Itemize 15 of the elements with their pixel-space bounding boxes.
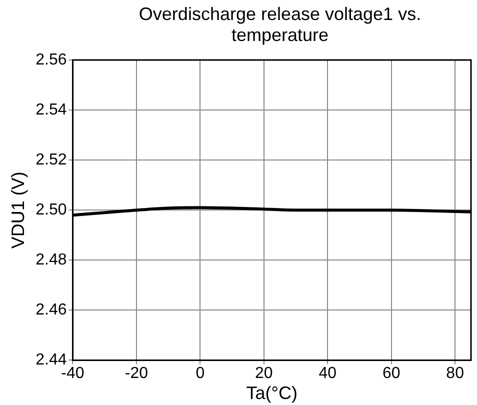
y-tick-label: 2.50 xyxy=(36,202,67,219)
x-tick-label: 60 xyxy=(382,365,400,382)
y-tick-label: 2.52 xyxy=(36,151,67,168)
x-tick-label: -20 xyxy=(124,365,148,382)
x-tick-label: 20 xyxy=(255,365,273,382)
x-axis-title: Ta(°C) xyxy=(246,383,298,404)
y-tick-label: 2.56 xyxy=(36,51,67,68)
y-tick-label: 2.48 xyxy=(36,252,67,269)
x-tick-label: 80 xyxy=(446,365,464,382)
y-tick-label: 2.46 xyxy=(36,302,67,319)
y-tick-label: 2.54 xyxy=(36,101,67,118)
x-tick-label: 40 xyxy=(318,365,337,382)
x-tick-label: 0 xyxy=(196,365,205,382)
chart-title: Overdischarge release voltage1 vs. temperature xyxy=(138,4,422,46)
y-axis-title: VDU1 (V) xyxy=(8,172,28,249)
